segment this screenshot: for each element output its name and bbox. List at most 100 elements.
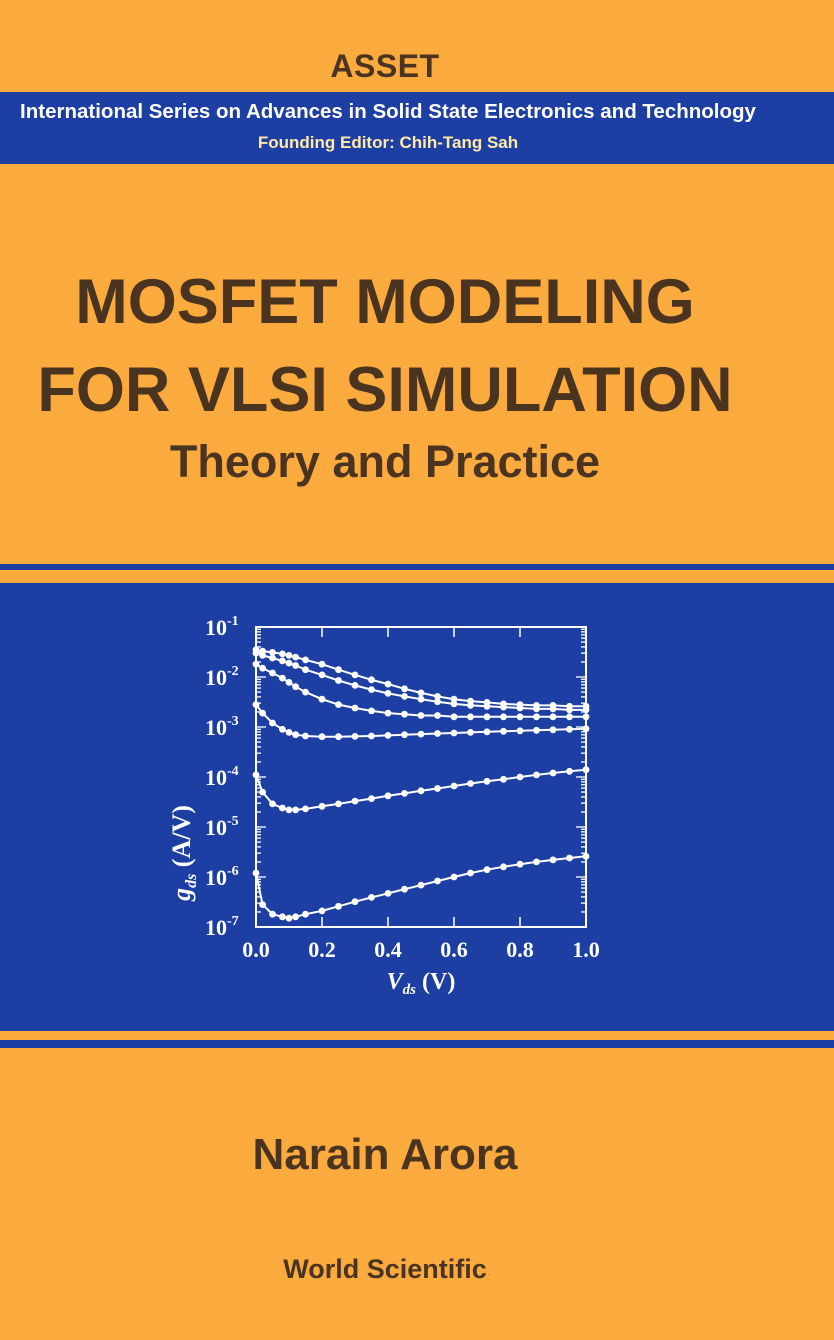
data-point: [351, 682, 359, 689]
data-point: [566, 725, 573, 733]
data-point: [285, 652, 293, 659]
data-point: [302, 656, 309, 664]
data-point: [292, 653, 299, 661]
data-point: [566, 854, 573, 862]
y-axis-label: gds (A/V): [167, 805, 200, 902]
data-point: [516, 727, 524, 735]
data-point: [533, 771, 540, 779]
data-point: [516, 713, 524, 721]
data-point: [252, 701, 260, 708]
data-point: [351, 733, 359, 740]
data-point: [384, 732, 392, 739]
data-point: [252, 771, 260, 779]
x-tick-label: 0.0: [242, 937, 270, 962]
data-point: [335, 800, 342, 808]
data-point: [566, 767, 573, 775]
book-title-line-2: FOR VLSI SIMULATION: [37, 355, 733, 425]
data-point: [318, 695, 326, 703]
data-point: [292, 806, 299, 814]
y-tick-label: 10-2: [205, 664, 239, 690]
y-tick-label: 10-7: [205, 914, 239, 940]
data-point: [335, 733, 342, 741]
data-point: [549, 726, 557, 734]
data-point: [467, 780, 474, 787]
data-point: [417, 881, 425, 889]
data-point: [483, 866, 491, 874]
data-point: [500, 727, 507, 735]
data-point: [417, 695, 425, 703]
data-point: [368, 894, 375, 901]
data-point: [533, 713, 540, 721]
data-point: [582, 766, 590, 774]
data-point: [401, 710, 408, 718]
x-tick-label: 1.0: [572, 937, 600, 962]
data-point: [483, 728, 491, 736]
data-point: [285, 659, 293, 667]
data-point: [302, 666, 309, 674]
data-point: [351, 704, 359, 712]
book-title-line-1: MOSFET MODELING: [75, 267, 695, 337]
data-point: [434, 730, 441, 737]
data-point: [318, 660, 326, 668]
data-point: [434, 877, 441, 885]
data-point: [516, 773, 524, 781]
data-point: [335, 666, 342, 674]
data-point: [302, 688, 309, 696]
data-point: [549, 856, 557, 864]
data-point: [566, 706, 573, 714]
data-point: [582, 706, 590, 714]
y-tick-label: 10-6: [205, 864, 239, 890]
x-tick-label: 0.8: [506, 937, 534, 962]
data-point: [384, 680, 392, 688]
data-point: [292, 683, 299, 691]
data-point: [335, 677, 342, 684]
data-point: [269, 669, 276, 677]
data-point: [500, 775, 507, 783]
data-point: [483, 713, 491, 721]
data-point: [467, 713, 474, 721]
divider-top: [0, 564, 834, 570]
data-point: [384, 792, 392, 800]
data-point: [279, 674, 286, 682]
data-point: [500, 703, 507, 711]
data-point: [252, 869, 260, 877]
data-point: [269, 910, 276, 918]
data-point: [318, 671, 326, 679]
data-point: [566, 713, 573, 721]
data-point: [467, 729, 474, 736]
data-point: [401, 731, 408, 739]
data-point: [450, 729, 458, 737]
data-point: [259, 901, 266, 908]
data-point: [434, 785, 441, 792]
book-subtitle: Theory and Practice: [169, 436, 601, 487]
data-point: [269, 719, 276, 727]
data-point: [285, 806, 293, 814]
data-point: [467, 869, 474, 877]
data-point: [417, 730, 425, 738]
data-point: [582, 852, 590, 860]
data-point: [351, 898, 359, 906]
data-point: [279, 804, 286, 812]
data-point: [252, 649, 260, 657]
data-point: [582, 713, 590, 721]
data-point: [467, 702, 474, 709]
data-point: [450, 782, 458, 790]
data-point: [292, 731, 299, 739]
data-point: [302, 910, 309, 918]
data-point: [285, 914, 293, 922]
data-point: [318, 733, 326, 741]
series-editor: Founding Editor: Chih-Tang Sah: [257, 133, 519, 152]
publisher-name: World Scientific: [283, 1254, 487, 1284]
data-point: [368, 686, 375, 693]
data-point: [269, 800, 276, 808]
divider-bottom: [0, 1040, 834, 1048]
data-point: [516, 860, 524, 868]
data-series: [252, 646, 590, 922]
y-tick-label: 10-3: [205, 714, 239, 740]
data-point: [549, 769, 557, 777]
data-point: [335, 701, 342, 708]
data-point: [434, 712, 441, 719]
data-point: [351, 797, 359, 805]
data-point: [259, 788, 266, 796]
data-point: [417, 787, 425, 795]
